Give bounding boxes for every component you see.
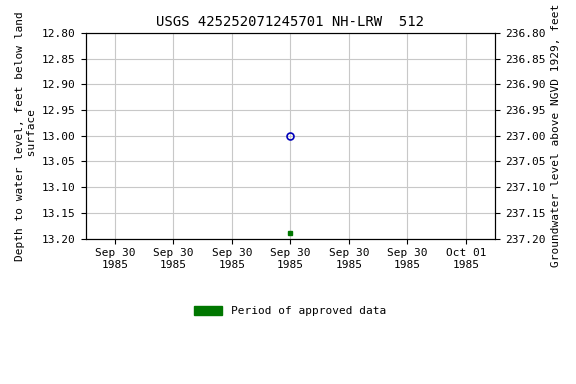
Y-axis label: Groundwater level above NGVD 1929, feet: Groundwater level above NGVD 1929, feet: [551, 4, 561, 267]
Y-axis label: Depth to water level, feet below land
 surface: Depth to water level, feet below land su…: [15, 11, 37, 261]
Legend: Period of approved data: Period of approved data: [190, 302, 391, 321]
Title: USGS 425252071245701 NH-LRW  512: USGS 425252071245701 NH-LRW 512: [157, 15, 425, 29]
